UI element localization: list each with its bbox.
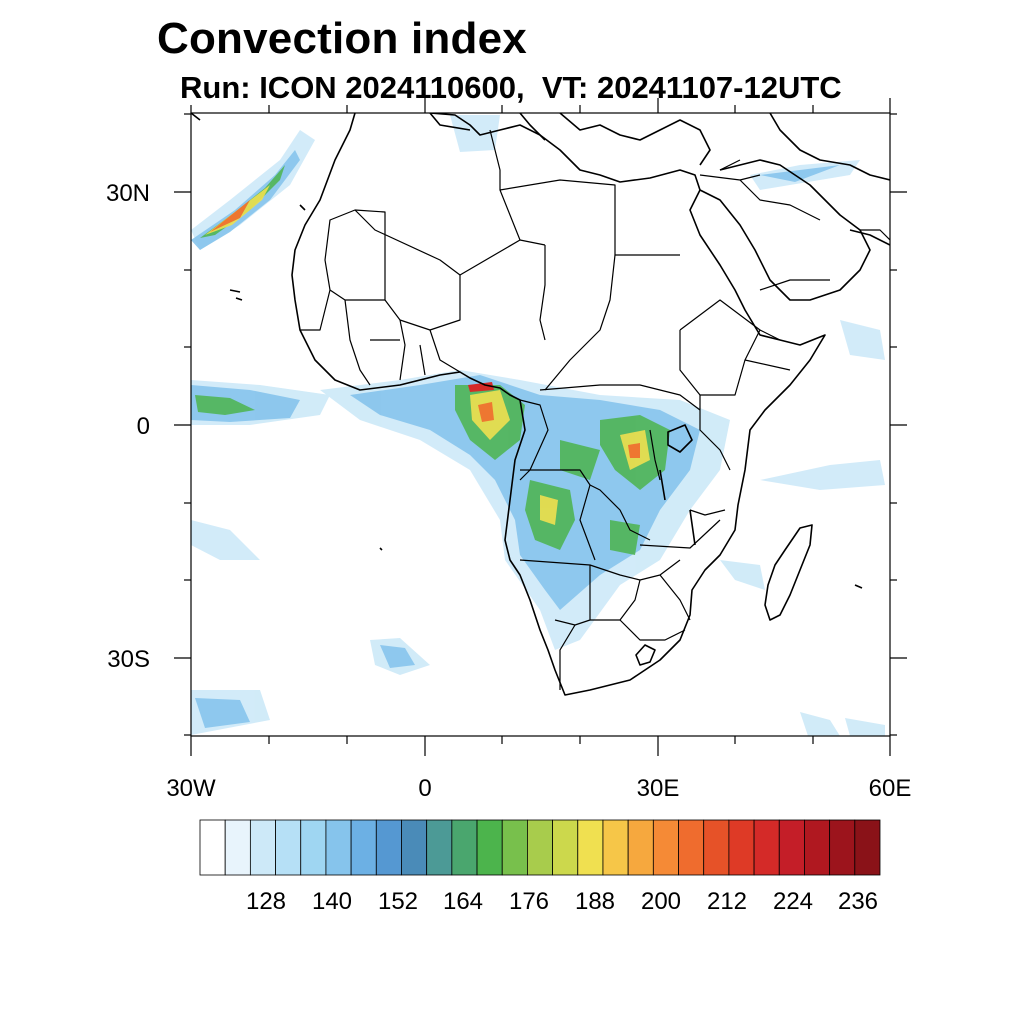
- colorbar-box: [627, 819, 654, 876]
- lat-label-0: 0: [136, 413, 150, 440]
- colorbar-box: [703, 819, 730, 876]
- colorbar-box: [350, 819, 377, 876]
- colorbar-label: 212: [706, 888, 748, 915]
- colorbar-box: [401, 819, 428, 876]
- colorbar-label: 200: [640, 888, 682, 915]
- colorbar-box: [753, 819, 780, 876]
- colorbar-box: [829, 819, 856, 876]
- colorbar-box: [778, 819, 805, 876]
- lon-label-30w: 30W: [166, 775, 216, 802]
- colorbar-label: 188: [574, 888, 616, 915]
- country-borders: [300, 129, 890, 690]
- colorbar-box: [602, 819, 629, 876]
- colorbar-box: [804, 819, 831, 876]
- coastlines: [191, 113, 890, 696]
- colorbar-box: [854, 819, 881, 876]
- colorbar-label: 128: [245, 888, 287, 915]
- map-title: Convection index: [157, 14, 527, 63]
- lon-label-30e: 30E: [636, 775, 680, 802]
- colorbar-box: [577, 819, 604, 876]
- colorbar-box: [501, 819, 528, 876]
- colorbar-box: [325, 819, 352, 876]
- colorbar-box: [375, 819, 402, 876]
- colorbar-box: [652, 819, 679, 876]
- colorbar-box: [476, 819, 503, 876]
- colorbar-box: [552, 819, 579, 876]
- axis-ticks: [174, 98, 907, 756]
- colorbar-box: [451, 819, 478, 876]
- colorbar-box: [224, 819, 251, 876]
- colorbar-box: [678, 819, 705, 876]
- colorbar-box: [426, 819, 453, 876]
- colorbar-box: [527, 819, 553, 876]
- colorbar-label: 224: [772, 888, 814, 915]
- colorbar-box: [300, 819, 327, 876]
- colorbar-box: [728, 819, 755, 876]
- colorbar-box: [249, 819, 276, 876]
- colorbar-label: 152: [377, 888, 419, 915]
- lon-label-60e: 60E: [868, 775, 912, 802]
- colorbar-label: 236: [837, 888, 879, 915]
- colorbar: [199, 819, 881, 876]
- colorbar-label: 140: [311, 888, 353, 915]
- lon-label-0: 0: [418, 775, 432, 802]
- lat-label-30s: 30S: [107, 646, 150, 673]
- lat-label-30n: 30N: [105, 180, 150, 207]
- colorbar-label: 164: [442, 888, 484, 915]
- colorbar-box: [199, 819, 226, 876]
- convection-field: [191, 115, 885, 736]
- map-subtitle: Run: ICON 2024110600, VT: 20241107-12UTC: [180, 70, 842, 105]
- colorbar-box: [275, 819, 302, 876]
- colorbar-label: 176: [508, 888, 550, 915]
